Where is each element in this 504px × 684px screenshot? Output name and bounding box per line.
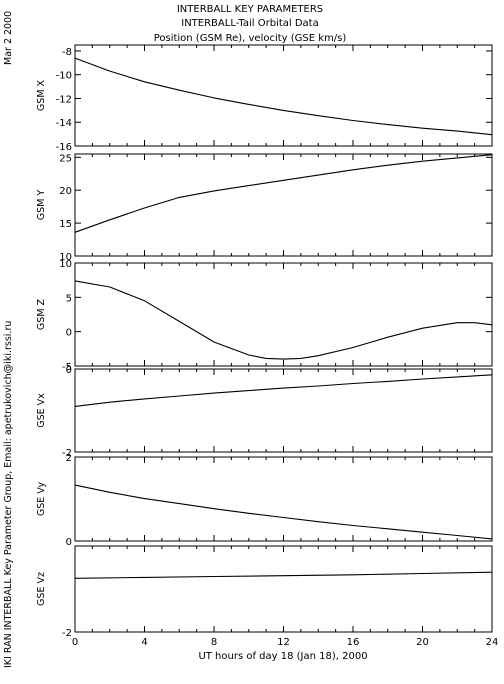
series-line — [74, 57, 493, 136]
panel-frame — [74, 545, 493, 633]
series-line — [74, 280, 493, 360]
y-axis-label: GSE Vy — [36, 481, 47, 516]
x-tick-label: 16 — [347, 637, 360, 648]
y-tick-label: 10 — [59, 252, 72, 263]
y-tick-label: 10 — [59, 259, 72, 270]
y-tick-label: 2 — [66, 453, 72, 464]
side-caption: IKI RAN INTERBALL Key Parameter Group, E… — [3, 321, 14, 668]
x-tick-label: 4 — [141, 637, 147, 648]
panel-frame — [74, 153, 493, 257]
y-tick-label: -5 — [62, 362, 72, 373]
x-axis-label: UT hours of day 18 (Jan 18), 2000 — [198, 651, 367, 662]
series-line — [74, 154, 493, 233]
y-tick-label: -14 — [56, 118, 72, 129]
x-tick-label: 24 — [486, 637, 499, 648]
date-stamp: Mar 2 2000 — [3, 11, 14, 65]
y-tick-label: -2 — [62, 448, 72, 459]
y-tick-label: 0 — [66, 365, 72, 376]
panel-frame — [74, 368, 493, 453]
x-tick-label: 20 — [416, 637, 429, 648]
series-line — [74, 374, 493, 407]
y-axis-label: GSE Vx — [36, 393, 47, 428]
y-axis-label: GSM X — [36, 79, 47, 111]
panel-frame — [74, 456, 493, 542]
chart-title-line-2: INTERBALL-Tail Orbital Data — [181, 18, 318, 29]
y-axis-label: GSM Y — [36, 190, 47, 221]
series-line — [74, 484, 493, 540]
y-axis-label: GSM Z — [36, 298, 47, 330]
series-line — [74, 571, 493, 579]
y-tick-label: -2 — [62, 628, 72, 639]
y-tick-label: 0 — [66, 537, 72, 548]
y-tick-label: 15 — [59, 219, 72, 230]
x-tick-label: 8 — [211, 637, 217, 648]
panel-frame — [74, 44, 493, 147]
y-tick-label: 20 — [59, 186, 72, 197]
panel-frame — [74, 262, 493, 367]
x-tick-label: 0 — [72, 637, 78, 648]
y-axis-label: GSE Vz — [36, 572, 47, 606]
y-tick-label: -12 — [56, 94, 72, 105]
chart-title-line-1: INTERBALL KEY PARAMETERS — [177, 4, 323, 15]
y-tick-label: 25 — [59, 153, 72, 164]
y-tick-label: -16 — [56, 142, 72, 153]
y-tick-label: 0 — [66, 328, 72, 339]
y-tick-label: -8 — [62, 47, 72, 58]
y-tick-label: -10 — [56, 71, 72, 82]
x-tick-label: 12 — [277, 637, 290, 648]
y-tick-label: 5 — [66, 293, 72, 304]
chart-title-line-3: Position (GSM Re), velocity (GSE km/s) — [154, 33, 347, 44]
